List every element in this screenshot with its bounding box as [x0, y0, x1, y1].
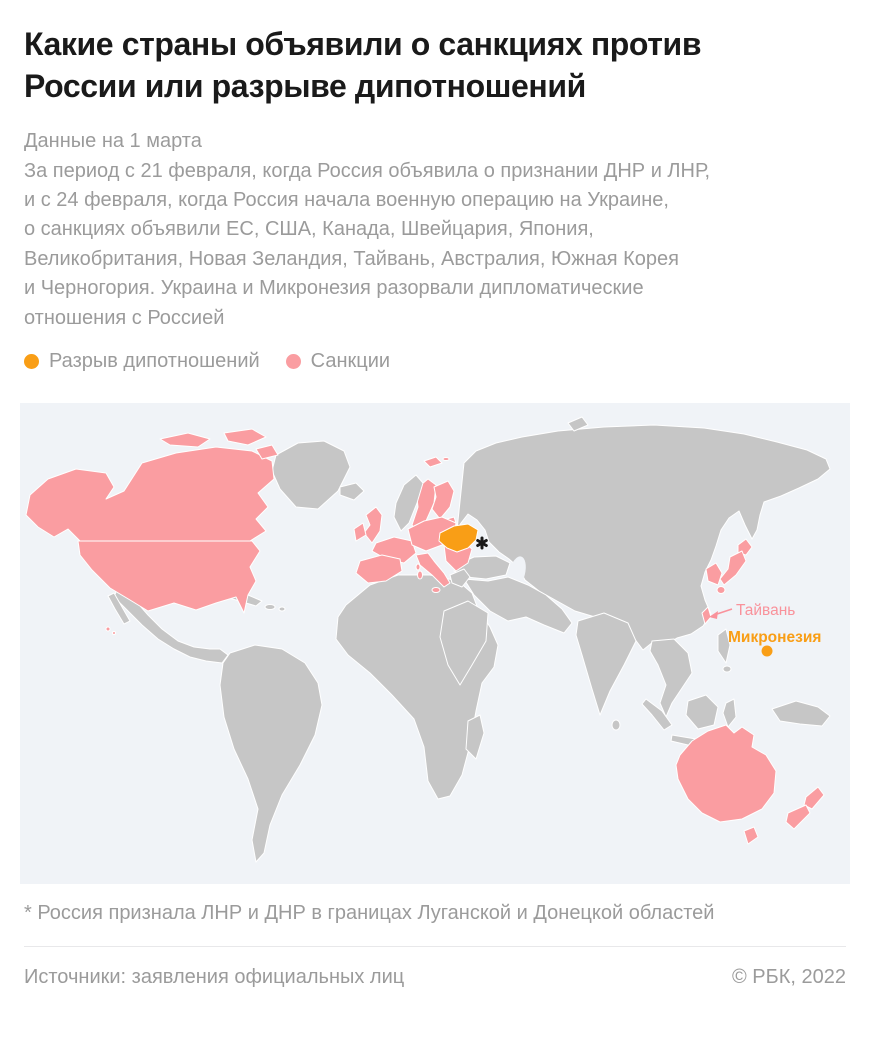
philippines-south	[722, 665, 732, 673]
legend-item-sanctions: Санкции	[285, 349, 391, 373]
taiwan-label: Тайвань	[736, 602, 795, 619]
svalbard-2	[442, 456, 450, 461]
japan-honshu	[719, 550, 747, 586]
diplomatic-break-dot-icon	[24, 353, 39, 369]
micronesia-dot	[761, 645, 773, 657]
japan-kyushu	[716, 585, 726, 594]
sicily	[431, 586, 441, 593]
new-zealand-south	[785, 804, 811, 830]
country-hispaniola	[264, 603, 276, 610]
sanctions-dot-icon	[285, 353, 301, 369]
country-australia	[675, 724, 777, 823]
country-india	[575, 612, 637, 716]
new-guinea	[771, 700, 831, 727]
country-greece	[449, 568, 471, 588]
neutral-countries	[107, 416, 831, 863]
footnote: * Россия признала ЛНР и ДНР в границах Л…	[24, 901, 715, 924]
country-italy	[415, 552, 451, 588]
hawaii-2	[112, 630, 116, 635]
canadian-arctic-islands-3	[255, 444, 279, 460]
country-iceland	[339, 482, 365, 501]
legend-label-sanctions: Санкции	[310, 349, 391, 372]
micronesia-label: Микронезия	[728, 629, 821, 646]
copyright: © РБК, 2022	[731, 965, 846, 988]
taiwan-leader-arrowhead	[709, 610, 718, 619]
world-map: Тайвань Микронезия	[20, 402, 850, 884]
country-norway	[393, 474, 424, 532]
country-usa	[77, 540, 261, 614]
infographic: Какие страны объявили о санкциях против …	[0, 24, 870, 373]
country-ukraine	[438, 523, 479, 553]
country-canada-alaska	[25, 446, 275, 542]
island-borneo	[685, 694, 719, 730]
country-ireland	[353, 522, 367, 542]
sanctions-countries	[25, 428, 825, 845]
baja-california	[107, 592, 131, 625]
south-america	[219, 644, 323, 863]
asterisk-marker	[476, 536, 488, 550]
footer: Источники: заявления официальных лиц © Р…	[24, 947, 846, 989]
arabian-peninsula	[439, 600, 489, 686]
legend: Разрыв дипотношений Санкции	[24, 350, 846, 373]
middle-east	[463, 576, 573, 634]
source-credit: Источники: заявления официальных лиц	[24, 965, 405, 988]
country-sri-lanka	[611, 719, 621, 731]
country-finland	[431, 480, 455, 520]
sardinia	[417, 570, 423, 580]
legend-label-diplomatic-break: Разрыв дипотношений	[49, 349, 260, 372]
map-labels: Тайвань Микронезия	[709, 602, 821, 646]
tasmania	[743, 826, 759, 845]
canadian-arctic-islands-1	[159, 432, 211, 448]
country-greenland	[271, 440, 351, 510]
subtitle: Данные на 1 марта За период с 21 февраля…	[24, 130, 711, 329]
legend-item-diplomatic-break: Разрыв дипотношений	[24, 350, 260, 373]
country-uk	[363, 506, 383, 544]
country-south-korea	[705, 562, 723, 586]
country-philippines	[717, 628, 731, 664]
neutral-overlays	[393, 474, 471, 588]
new-zealand-north	[803, 786, 825, 810]
island-sulawesi	[722, 698, 737, 728]
novaya-zemlya	[567, 416, 589, 432]
page-title: Какие страны объявили о санкциях против …	[24, 26, 702, 104]
island-sumatra	[641, 698, 673, 731]
svalbard	[423, 456, 443, 468]
canadian-arctic-islands-2	[223, 428, 267, 446]
diplomatic-break-countries	[438, 523, 773, 657]
indochina	[649, 638, 693, 718]
caribbean-island	[278, 606, 286, 612]
country-madagascar	[465, 714, 485, 760]
iberia	[355, 554, 403, 584]
divider	[24, 945, 846, 947]
hawaii-1	[105, 626, 111, 632]
corsica	[415, 563, 421, 571]
